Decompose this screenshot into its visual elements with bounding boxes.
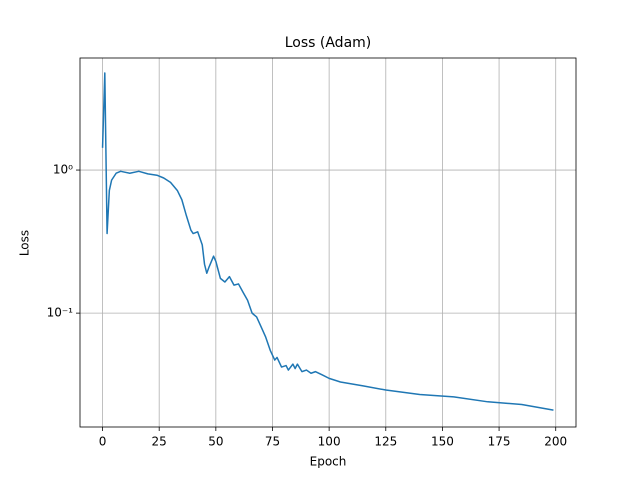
loss-line — [101, 72, 554, 411]
plot-frame — [79, 57, 577, 428]
x-tick-label: 100 — [318, 435, 341, 449]
x-tick-label: 150 — [431, 435, 454, 449]
y-tick-label: 10⁻¹ — [47, 306, 74, 320]
x-tick-label: 175 — [488, 435, 511, 449]
x-tick-label: 75 — [265, 435, 280, 449]
x-tick-label: 125 — [374, 435, 397, 449]
x-tick-label: 50 — [208, 435, 223, 449]
y-axis-label: Loss — [18, 230, 32, 256]
chart-title: Loss (Adam) — [285, 35, 372, 51]
x-tick-label: 0 — [99, 435, 107, 449]
x-axis-label: Epoch — [310, 455, 347, 469]
y-tick-label: 10⁰ — [53, 163, 73, 177]
x-tick-label: 200 — [544, 435, 567, 449]
x-tick-label: 25 — [152, 435, 167, 449]
